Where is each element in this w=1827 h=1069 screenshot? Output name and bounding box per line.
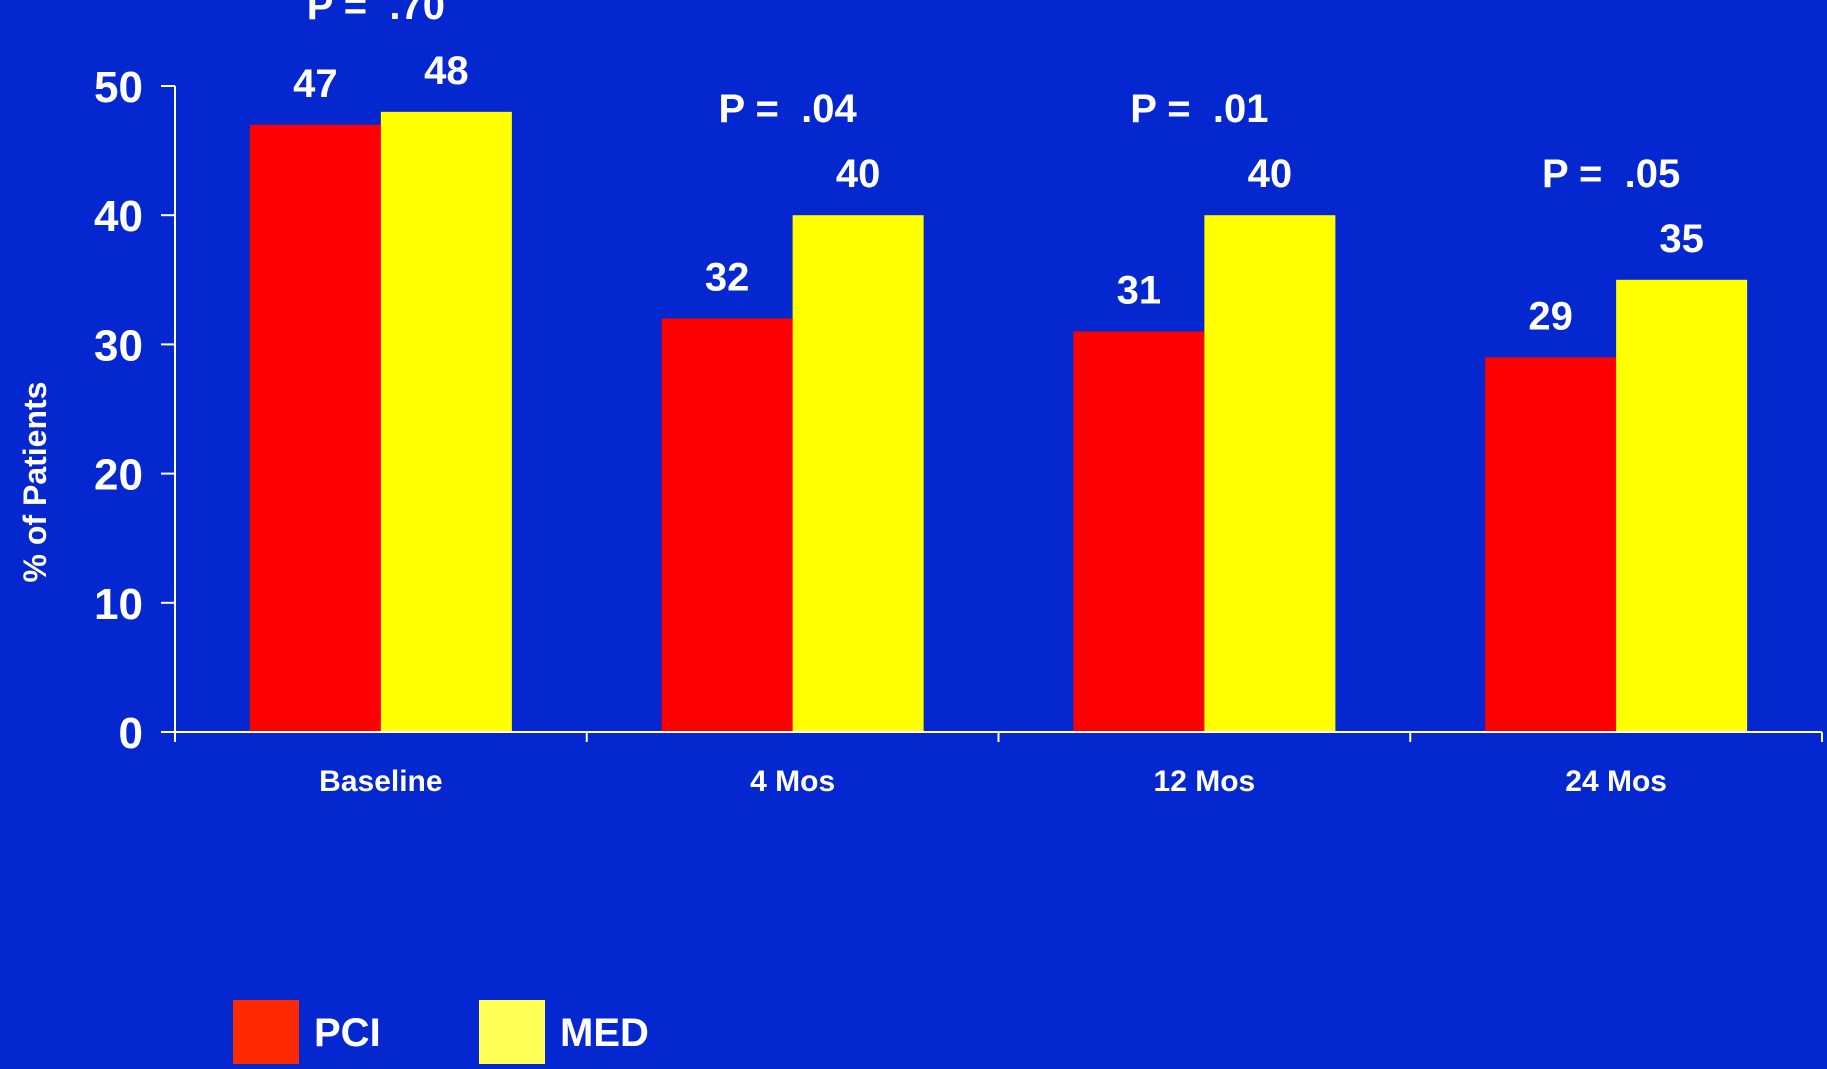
bar-med-0	[380, 111, 512, 733]
value-label-med-3: 35	[1659, 217, 1704, 261]
y-axis-title: % of Patients	[17, 382, 53, 583]
legend: PCI MED	[233, 1000, 649, 1064]
legend-swatch-pci	[233, 1000, 299, 1064]
labels-layer: 47 48 P = .70 Baseline 32 40 P = .04 4 Mos 31 40 P…	[293, 0, 1704, 798]
bars-layer	[249, 111, 1748, 733]
p-value-label-2: P = .01	[1130, 87, 1268, 131]
y-tick-label-1: 10	[94, 580, 143, 629]
legend-swatch-med	[479, 1000, 545, 1064]
value-label-pci-1: 32	[705, 256, 750, 300]
bar-pci-1	[661, 318, 793, 732]
x-tick-label-2: 12 Mos	[1154, 765, 1256, 798]
x-tick-label-1: 4 Mos	[750, 765, 835, 798]
y-tick-label-4: 40	[94, 192, 143, 241]
x-tick-label-0: Baseline	[319, 765, 442, 798]
value-label-pci-0: 47	[293, 62, 338, 106]
bar-med-1	[792, 215, 924, 732]
p-value-label-3: P = .05	[1542, 152, 1680, 196]
legend-label-pci: PCI	[314, 1011, 381, 1055]
y-tick-label-0: 0	[119, 709, 143, 758]
bar-pci-0	[249, 124, 381, 732]
value-label-med-0: 48	[424, 49, 469, 93]
bar-pci-3	[1485, 357, 1617, 732]
axes-layer: 0 10 20 30 40 50	[94, 63, 1823, 758]
y-tick-label-3: 30	[94, 321, 143, 370]
y-tick-label-5: 50	[94, 63, 143, 112]
y-tick-label-2: 20	[94, 451, 143, 500]
p-value-label-0: P = .70	[307, 0, 445, 28]
value-label-pci-2: 31	[1117, 268, 1162, 312]
value-label-med-1: 40	[836, 152, 881, 196]
legend-label-med: MED	[560, 1011, 649, 1055]
bar-pci-2	[1073, 331, 1205, 732]
x-tick-label-3: 24 Mos	[1565, 765, 1667, 798]
value-label-med-2: 40	[1248, 152, 1293, 196]
bar-med-2	[1204, 215, 1336, 732]
p-value-label-1: P = .04	[718, 87, 857, 131]
bar-med-3	[1616, 279, 1748, 732]
value-label-pci-3: 29	[1528, 294, 1573, 338]
